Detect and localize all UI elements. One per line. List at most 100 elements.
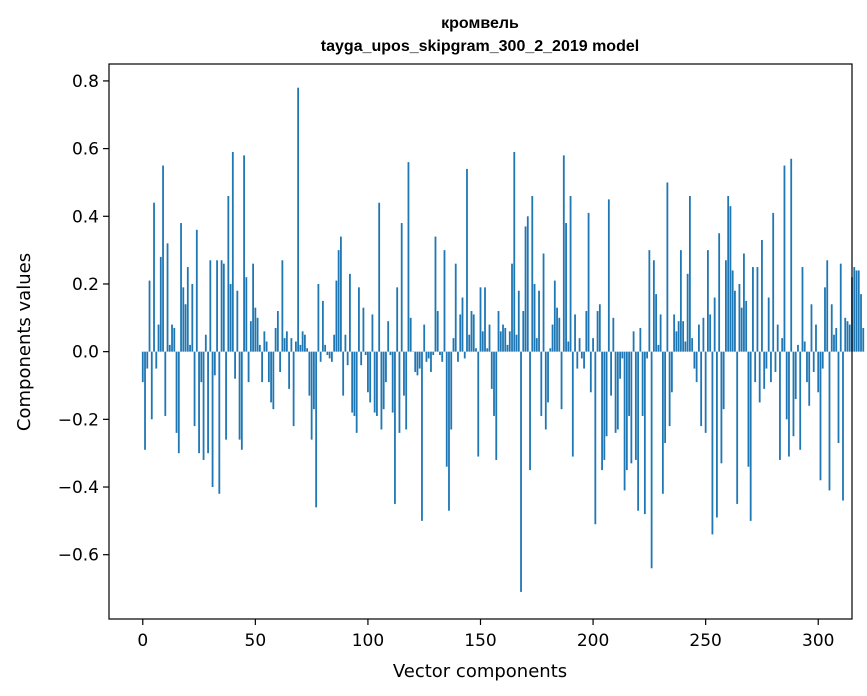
bar-11 [166, 243, 169, 352]
bar-304 [826, 260, 829, 352]
bar-312 [844, 317, 847, 352]
bar-188 [565, 223, 567, 352]
bar-187 [562, 155, 565, 352]
bar-247 [698, 324, 700, 352]
bar-229 [657, 344, 660, 352]
bar-51 [256, 317, 259, 352]
bar-320 [862, 327, 865, 352]
bar-40 [231, 151, 234, 352]
bar-249 [702, 317, 705, 352]
x-tick-label: 250 [689, 631, 721, 651]
bar-104 [376, 351, 378, 416]
bar-171 [526, 216, 529, 352]
bar-310 [839, 263, 842, 352]
bar-181 [549, 348, 552, 352]
bar-53 [261, 351, 263, 383]
bar-278 [767, 297, 770, 352]
bar-238 [677, 321, 680, 352]
bar-95 [355, 351, 358, 433]
bar-288 [790, 158, 793, 352]
bar-2 [146, 351, 149, 369]
bar-205 [603, 351, 606, 460]
bar-81 [324, 344, 327, 352]
bar-107 [382, 351, 385, 410]
bar-116 [403, 351, 405, 396]
bar-268 [745, 300, 748, 352]
bar-319 [860, 294, 862, 352]
bar-153 [486, 348, 489, 352]
bar-285 [783, 165, 786, 352]
bar-56 [267, 351, 270, 383]
bar-253 [711, 351, 714, 535]
bar-36 [222, 263, 225, 352]
bar-207 [607, 199, 610, 352]
bar-151 [481, 331, 484, 352]
bar-109 [387, 321, 390, 352]
bar-61 [279, 351, 282, 372]
bar-282 [776, 324, 779, 352]
bar-10 [164, 351, 167, 416]
bar-123 [418, 351, 421, 369]
bar-277 [765, 351, 768, 369]
x-tick-label: 100 [352, 631, 384, 651]
bar-33 [216, 260, 218, 352]
bar-263 [734, 290, 736, 352]
bar-90 [344, 334, 347, 352]
bar-105 [378, 202, 381, 352]
bar-237 [675, 331, 678, 352]
x-tick-label: 300 [802, 631, 834, 651]
bar-54 [263, 331, 266, 352]
bar-9 [162, 165, 164, 352]
bar-172 [529, 351, 531, 471]
bar-174 [533, 283, 536, 352]
bar-74 [308, 351, 311, 396]
bar-185 [558, 317, 561, 352]
bar-39 [229, 283, 232, 352]
bar-44 [240, 351, 243, 450]
bar-210 [614, 351, 617, 433]
bar-72 [303, 334, 306, 352]
bar-269 [747, 351, 750, 467]
bar-176 [538, 290, 540, 352]
bar-147 [472, 314, 475, 352]
bar-245 [693, 351, 696, 369]
bar-267 [743, 253, 745, 352]
bar-241 [684, 341, 687, 352]
bar-293 [801, 267, 804, 352]
bar-64 [285, 331, 288, 352]
bar-199 [589, 351, 592, 393]
bar-195 [580, 351, 583, 359]
bar-182 [551, 324, 554, 352]
bar-244 [691, 338, 694, 352]
bar-85 [333, 334, 336, 352]
bar-228 [655, 294, 658, 352]
bar-243 [688, 195, 691, 352]
bar-217 [630, 351, 633, 464]
bar-236 [673, 314, 676, 352]
bar-192 [574, 314, 576, 352]
bar-119 [409, 317, 412, 352]
bar-227 [652, 260, 655, 352]
bar-261 [729, 206, 732, 352]
bar-306 [830, 304, 833, 352]
bar-252 [709, 314, 712, 352]
bar-297 [810, 304, 813, 352]
bar-242 [686, 273, 689, 352]
x-axis: 0 50 100 150 200 250 300 [137, 619, 834, 651]
bar-284 [781, 338, 784, 352]
bar-150 [479, 287, 482, 352]
bar-4 [150, 351, 153, 420]
bar-221 [639, 327, 642, 352]
bar-134 [443, 250, 446, 352]
bar-202 [596, 311, 599, 352]
bar-27 [202, 351, 205, 460]
bar-262 [731, 270, 734, 352]
bar-318 [857, 270, 860, 352]
bar-49 [252, 263, 254, 352]
bar-55 [265, 341, 268, 352]
bar-62 [281, 260, 284, 352]
bar-260 [727, 195, 730, 352]
bar-144 [466, 168, 468, 352]
bar-193 [576, 351, 579, 369]
